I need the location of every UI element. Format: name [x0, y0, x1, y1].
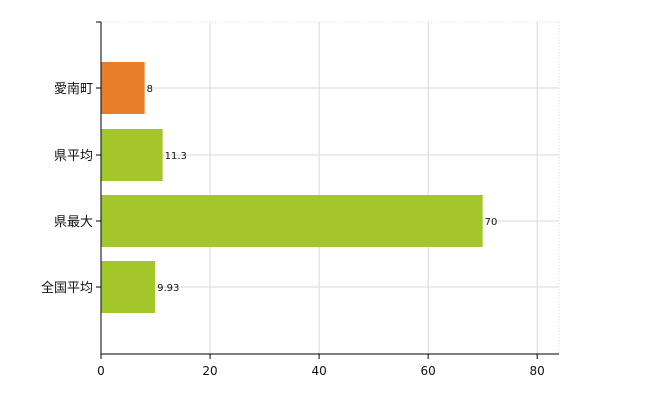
grid-lines [101, 21, 560, 354]
x-tick-label-2: 40 [311, 364, 326, 378]
value-label-1: 11.3 [165, 151, 187, 162]
category-label-0: 愛南町 [54, 81, 93, 97]
category-label-3: 全国平均 [41, 280, 93, 296]
bar-2 [101, 195, 483, 247]
x-tick-label-1: 20 [202, 364, 217, 378]
bars [101, 62, 483, 313]
x-tick-label-0: 0 [97, 364, 105, 378]
x-tick-label-4: 80 [530, 364, 545, 378]
bar-0 [101, 62, 145, 114]
value-label-3: 9.93 [157, 283, 179, 294]
bar-3 [101, 261, 156, 313]
category-label-1: 県平均 [54, 149, 93, 164]
axes [96, 21, 559, 359]
value-label-0: 8 [147, 84, 153, 95]
value-label-2: 70 [485, 217, 498, 228]
bar-1 [101, 129, 163, 181]
x-tick-label-3: 60 [421, 364, 436, 378]
category-label-2: 県最大 [54, 215, 93, 230]
